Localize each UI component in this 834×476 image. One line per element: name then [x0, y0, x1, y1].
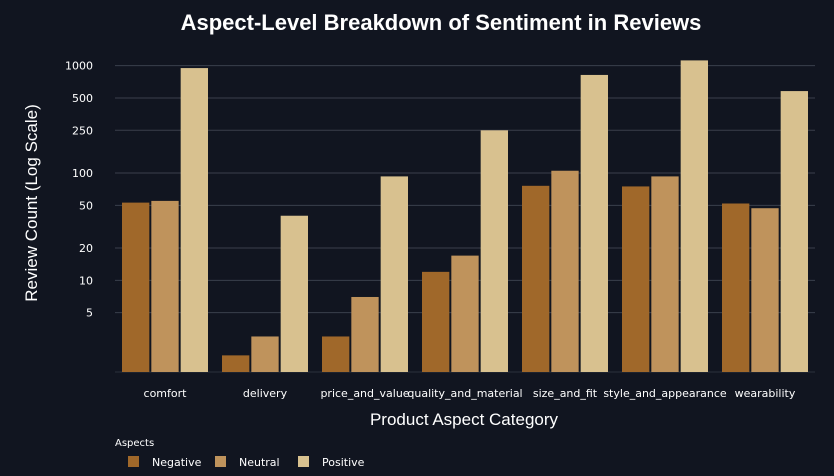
bar-positive [380, 176, 408, 372]
legend-title: Aspects [115, 438, 154, 449]
bar-positive [580, 74, 608, 372]
bar-negative [622, 186, 650, 372]
y-tick-label: 50 [79, 199, 93, 212]
legend-items: Negative Neutral Positive [128, 456, 365, 469]
bar-negative [122, 202, 150, 372]
legend-label: Negative [152, 456, 202, 469]
y-tick-label: 10 [79, 274, 93, 287]
bar-positive [680, 60, 708, 373]
bar-neutral [251, 336, 279, 372]
y-tick-label: 500 [72, 92, 93, 105]
x-tick-label: size_and_fit [533, 387, 598, 400]
legend-label: Positive [322, 456, 365, 469]
bar-neutral [551, 170, 579, 372]
x-tick-label: wearability [735, 387, 796, 400]
y-tick-label: 250 [72, 124, 93, 137]
bar-positive [280, 215, 308, 372]
bar-negative [222, 355, 250, 372]
x-tick-label: quality_and_material [407, 387, 522, 400]
x-tick-label: price_and_value [320, 387, 409, 400]
legend-label: Neutral [239, 456, 280, 469]
bar-negative [722, 203, 750, 372]
y-tick-label: 5 [86, 307, 93, 320]
bar-neutral [751, 208, 779, 372]
x-tick-label: delivery [243, 387, 288, 400]
bar-negative [422, 271, 450, 372]
bar-negative [322, 336, 350, 372]
x-tick-label: style_and_appearance [603, 387, 727, 400]
legend: Aspects Negative Neutral Positive [115, 438, 365, 469]
bar-neutral [151, 200, 179, 372]
legend-swatch-neutral [215, 456, 226, 467]
bar-neutral [651, 176, 679, 372]
y-tick-label: 100 [72, 167, 93, 180]
y-tick-label: 1000 [65, 60, 93, 73]
bar-positive [480, 130, 508, 372]
bars [122, 60, 808, 373]
bar-positive [780, 91, 808, 372]
x-tick-label: comfort [144, 387, 188, 400]
bar-negative [522, 185, 550, 372]
bar-neutral [351, 296, 379, 372]
bar-positive [180, 68, 208, 372]
y-tick-label: 20 [79, 242, 93, 255]
bar-neutral [451, 255, 479, 372]
x-tick-labels: comfort delivery price_and_valuequality_an… [144, 387, 796, 400]
x-axis-title: Product Aspect Category [370, 410, 559, 429]
y-tick-labels: 5 10 20 50 100 250 500 1000 [65, 60, 93, 320]
chart-title: Aspect-Level Breakdown of Sentiment in R… [181, 10, 702, 35]
y-axis-title: Review Count (Log Scale) [22, 104, 41, 301]
legend-swatch-negative [128, 456, 139, 467]
legend-swatch-positive [298, 456, 309, 467]
